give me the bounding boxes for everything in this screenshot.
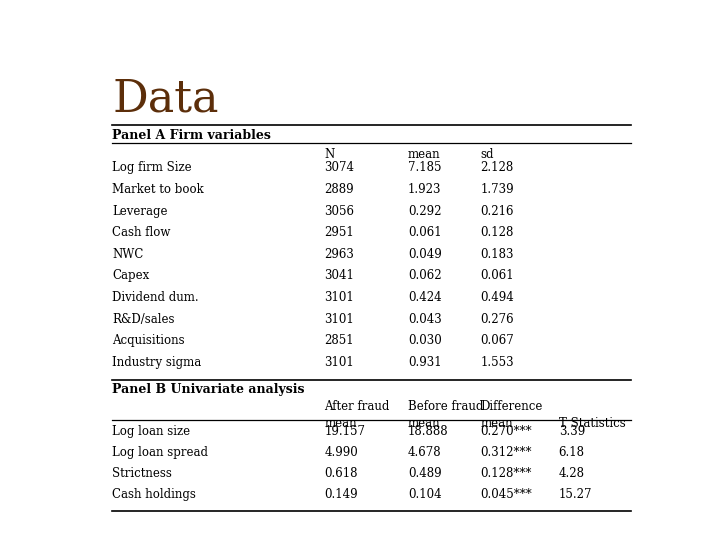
Text: Difference: Difference xyxy=(481,400,543,413)
Text: 0.061: 0.061 xyxy=(481,269,514,282)
Text: After fraud: After fraud xyxy=(324,400,390,413)
Text: 18.888: 18.888 xyxy=(408,426,449,438)
Text: mean: mean xyxy=(408,417,441,430)
Text: sd: sd xyxy=(481,148,494,161)
Text: 3074: 3074 xyxy=(324,161,354,174)
Text: 0.931: 0.931 xyxy=(408,356,441,369)
Text: 2889: 2889 xyxy=(324,183,354,196)
Text: 6.18: 6.18 xyxy=(559,446,585,459)
Text: 0.043: 0.043 xyxy=(408,313,442,326)
Text: 2.128: 2.128 xyxy=(481,161,514,174)
Text: Industry sigma: Industry sigma xyxy=(112,356,202,369)
Text: Leverage: Leverage xyxy=(112,205,168,218)
Text: 3041: 3041 xyxy=(324,269,354,282)
Text: Log firm Size: Log firm Size xyxy=(112,161,192,174)
Text: Acquisitions: Acquisitions xyxy=(112,334,185,347)
Text: 4.678: 4.678 xyxy=(408,446,441,459)
Text: Panel B Univariate analysis: Panel B Univariate analysis xyxy=(112,383,305,396)
Text: 0.312***: 0.312*** xyxy=(481,446,532,459)
Text: 1.739: 1.739 xyxy=(481,183,514,196)
Text: 0.270***: 0.270*** xyxy=(481,426,532,438)
Text: 0.062: 0.062 xyxy=(408,269,441,282)
Text: 0.067: 0.067 xyxy=(481,334,514,347)
Text: 0.494: 0.494 xyxy=(481,291,514,304)
Text: 3101: 3101 xyxy=(324,291,354,304)
Text: Cash holdings: Cash holdings xyxy=(112,488,196,501)
Text: T Statistics: T Statistics xyxy=(559,417,626,430)
Text: 4.990: 4.990 xyxy=(324,446,358,459)
Text: 1.553: 1.553 xyxy=(481,356,514,369)
Text: 0.104: 0.104 xyxy=(408,488,441,501)
Text: Strictness: Strictness xyxy=(112,467,172,480)
Text: Data: Data xyxy=(112,77,219,120)
Text: 0.045***: 0.045*** xyxy=(481,488,532,501)
Text: N: N xyxy=(324,148,335,161)
Text: 0.292: 0.292 xyxy=(408,205,441,218)
Text: 0.030: 0.030 xyxy=(408,334,442,347)
Text: Panel A Firm variables: Panel A Firm variables xyxy=(112,129,271,142)
Text: 3101: 3101 xyxy=(324,313,354,326)
Text: 1.923: 1.923 xyxy=(408,183,441,196)
Text: Dividend dum.: Dividend dum. xyxy=(112,291,199,304)
Text: 2851: 2851 xyxy=(324,334,354,347)
Text: mean: mean xyxy=(324,417,357,430)
Text: Cash flow: Cash flow xyxy=(112,226,171,239)
Text: 0.424: 0.424 xyxy=(408,291,441,304)
Text: 15.27: 15.27 xyxy=(559,488,593,501)
Text: NWC: NWC xyxy=(112,248,144,261)
Text: Log loan spread: Log loan spread xyxy=(112,446,208,459)
Text: Market to book: Market to book xyxy=(112,183,204,196)
Text: mean: mean xyxy=(481,417,513,430)
Text: 3056: 3056 xyxy=(324,205,354,218)
Text: 19.157: 19.157 xyxy=(324,426,365,438)
Text: 0.049: 0.049 xyxy=(408,248,442,261)
Text: 0.128***: 0.128*** xyxy=(481,467,532,480)
Text: 0.128: 0.128 xyxy=(481,226,514,239)
Text: Before fraud: Before fraud xyxy=(408,400,483,413)
Text: 2963: 2963 xyxy=(324,248,354,261)
Text: 0.216: 0.216 xyxy=(481,205,514,218)
Text: 4.28: 4.28 xyxy=(559,467,585,480)
Text: 0.489: 0.489 xyxy=(408,467,441,480)
Text: 0.276: 0.276 xyxy=(481,313,514,326)
Text: 0.061: 0.061 xyxy=(408,226,441,239)
Text: 0.183: 0.183 xyxy=(481,248,514,261)
Text: 3.39: 3.39 xyxy=(559,426,585,438)
Text: 2951: 2951 xyxy=(324,226,354,239)
Text: 7.185: 7.185 xyxy=(408,161,441,174)
Text: 3101: 3101 xyxy=(324,356,354,369)
Text: R&D/sales: R&D/sales xyxy=(112,313,175,326)
Text: mean: mean xyxy=(408,148,441,161)
Text: 0.618: 0.618 xyxy=(324,467,358,480)
Text: Capex: Capex xyxy=(112,269,150,282)
Text: 0.149: 0.149 xyxy=(324,488,358,501)
Text: Log loan size: Log loan size xyxy=(112,426,191,438)
